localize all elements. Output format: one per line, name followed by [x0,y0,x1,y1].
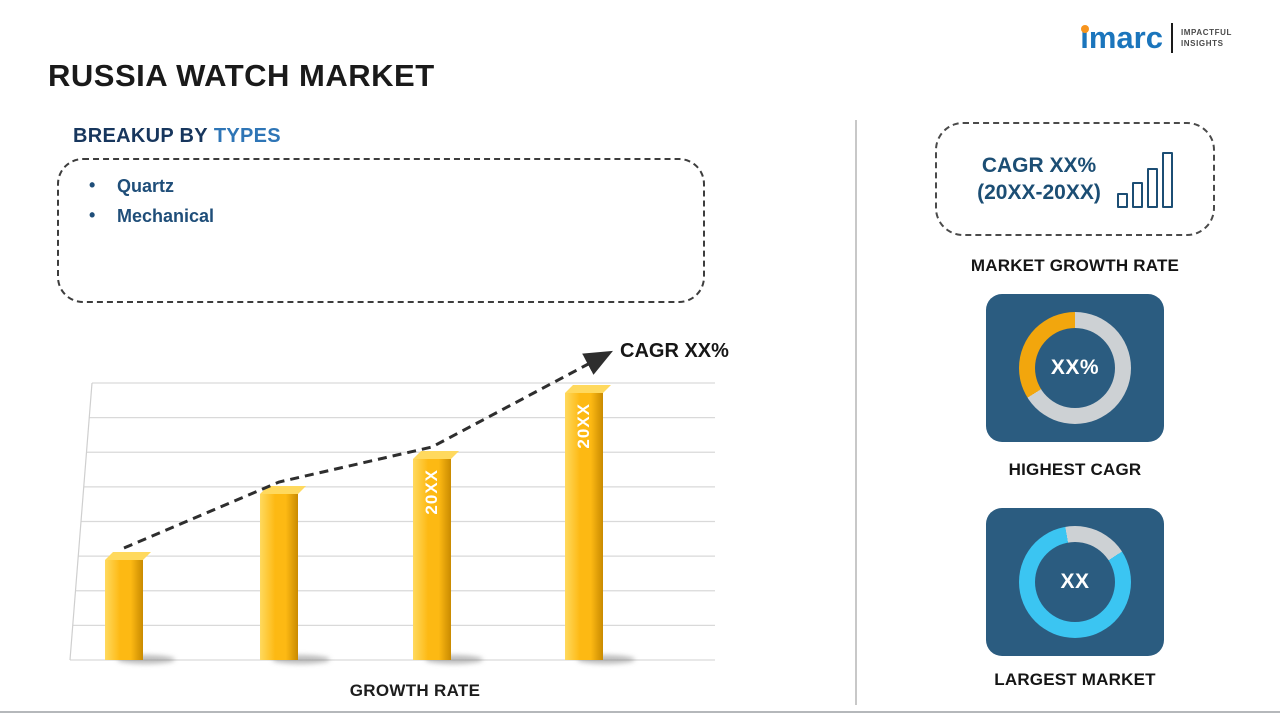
logo-tagline-line2: INSIGHTS [1180,38,1224,48]
bar-value-label: 20XX [422,469,441,515]
bar-3: 20XX [413,459,451,660]
donut-value: XX [1060,570,1090,593]
chart-bars: 20XX 20XX [65,340,720,665]
cagr-callout-box: CAGR XX% (20XX-20XX) [935,122,1215,236]
bar-shadow [577,655,635,664]
cagr-line1: CAGR XX% [981,154,1097,177]
bar-icon-1 [1116,193,1128,208]
market-growth-rate-label: MARKET GROWTH RATE [970,256,1180,275]
bar-4: 20XX [565,393,603,660]
bar-chart-icon [1116,150,1173,208]
bar-icon-2 [1131,182,1143,208]
bar-1 [105,560,143,660]
footer-rule [0,711,1280,713]
chart-x-axis-title: GROWTH RATE [349,681,481,700]
imarc-wordmark: imarc [1080,22,1163,53]
bar-top-face [105,552,151,560]
logo-separator [1170,22,1173,53]
cagr-callout-text: CAGR XX% (20XX-20XX) [977,152,1101,206]
list-item: Mechanical [89,205,703,227]
section-heading: BREAKUP BY TYPES [73,125,281,148]
highest-cagr-label: HIGHEST CAGR [1008,460,1142,479]
vertical-divider [855,120,857,705]
bar-icon-3 [1146,168,1158,208]
cagr-annotation: CAGR XX% [620,340,729,362]
donut-chart-largest-market: XX [1019,526,1131,638]
highest-cagr-tile: XX% [986,294,1164,442]
bar-2 [260,494,298,660]
bar-top-face [565,385,611,393]
bar-shadow [117,655,175,664]
section-heading-prefix: BREAKUP BY [73,125,208,147]
bar-shadow [272,655,330,664]
bar-value-label: 20XX [574,403,593,449]
list-item: Quartz [89,175,703,197]
cagr-line2: (20XX-20XX) [977,181,1101,204]
logo-orange-dot-icon [1081,25,1090,33]
imarc-logo: imarc IMPACTFUL INSIGHTS [1080,22,1232,53]
bar-top-face [413,451,459,459]
types-list-box: Quartz Mechanical [57,158,705,303]
logo-tagline: IMPACTFUL INSIGHTS [1181,28,1232,48]
donut-chart-highest-cagr: XX% [1019,312,1131,424]
types-list: Quartz Mechanical [89,175,703,227]
page-title: RUSSIA WATCH MARKET [48,58,435,93]
largest-market-tile: XX [986,508,1164,656]
largest-market-label: LARGEST MARKET [994,670,1156,689]
bar-top-face [260,486,306,494]
bar-icon-4 [1161,152,1173,208]
donut-value: XX% [1050,356,1100,379]
logo-tagline-line1: IMPACTFUL [1180,27,1232,37]
bar-shadow [425,655,483,664]
section-heading-highlight: TYPES [213,125,281,147]
imarc-brand-text: imarc [1080,20,1163,55]
bar-chart: 20XX 20XX [65,340,720,665]
